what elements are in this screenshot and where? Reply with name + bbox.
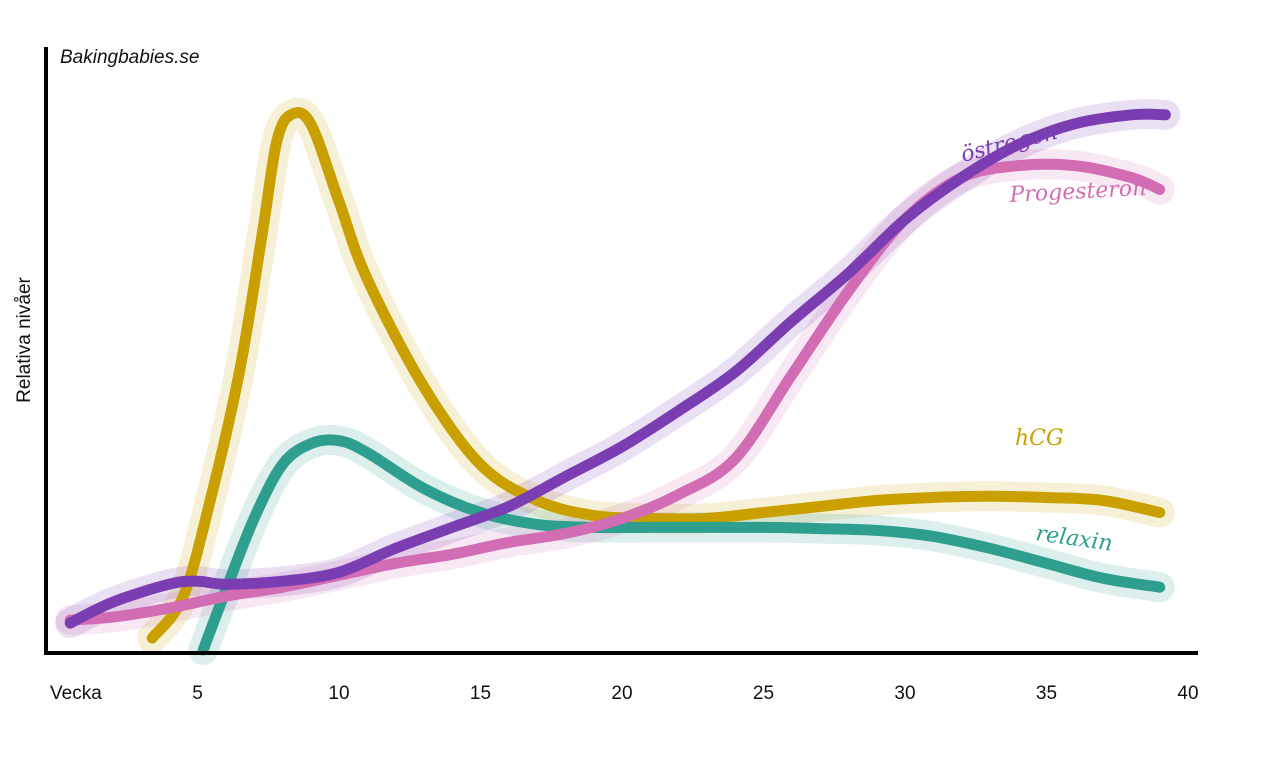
y-axis-label: Relativa nivåer — [14, 276, 35, 402]
x-tick-40: 40 — [1177, 683, 1198, 704]
x-tick-25: 25 — [753, 683, 774, 704]
x-tick-5: 5 — [192, 683, 203, 704]
x-tick-15: 15 — [470, 683, 491, 704]
x-axis-label: Vecka — [50, 683, 102, 704]
source-label: Bakingbabies.se — [60, 47, 199, 68]
x-tick-labels: 5 10 15 20 25 30 35 40 — [192, 683, 1198, 704]
series-line-östrogen — [64, 108, 1171, 629]
series-line-relaxin — [197, 434, 1166, 656]
series-line-hcg — [146, 107, 1166, 644]
x-tick-20: 20 — [611, 683, 632, 704]
series-layer — [55, 97, 1181, 665]
series-label-hcg: hCG — [1015, 426, 1064, 451]
series-halo-relaxin — [188, 424, 1175, 665]
series-line-progesteron — [64, 158, 1166, 626]
x-tick-35: 35 — [1036, 683, 1057, 704]
x-tick-30: 30 — [894, 683, 915, 704]
series-label-progesteron: Progesteron — [1008, 176, 1147, 208]
x-tick-10: 10 — [328, 683, 349, 704]
